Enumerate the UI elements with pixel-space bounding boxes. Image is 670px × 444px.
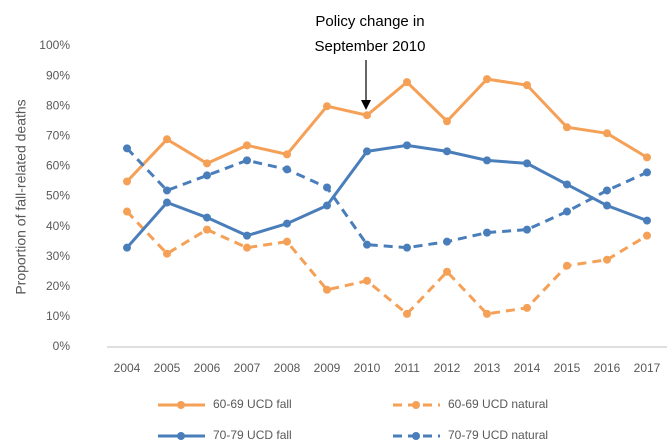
point xyxy=(403,141,411,150)
point xyxy=(603,201,611,210)
point xyxy=(603,129,611,138)
point xyxy=(203,225,211,234)
point xyxy=(163,135,171,144)
point xyxy=(363,111,371,120)
point xyxy=(523,225,531,234)
point xyxy=(523,159,531,168)
point xyxy=(283,165,291,174)
point xyxy=(563,123,571,132)
point xyxy=(243,243,251,252)
legend-marker xyxy=(177,401,185,409)
series-line xyxy=(125,143,648,249)
legend-label: 70-79 UCD fall xyxy=(213,428,292,442)
point xyxy=(483,228,491,237)
point xyxy=(403,243,411,252)
point xyxy=(523,81,531,90)
point xyxy=(403,78,411,87)
point xyxy=(203,171,211,180)
point xyxy=(323,102,331,111)
point xyxy=(323,183,331,192)
x-tick-label: 2015 xyxy=(554,361,581,375)
x-tick-label: 2009 xyxy=(314,361,341,375)
x-tick-label: 2004 xyxy=(114,361,141,375)
point xyxy=(123,243,131,252)
point xyxy=(563,207,571,216)
point xyxy=(483,309,491,318)
y-tick-label: 40% xyxy=(46,219,70,233)
x-tick-label: 2013 xyxy=(474,361,501,375)
point xyxy=(203,213,211,222)
y-axis-label: Proportion of fall-related deaths xyxy=(13,99,29,294)
legend-marker xyxy=(412,401,420,409)
point xyxy=(243,231,251,240)
point xyxy=(323,201,331,210)
point xyxy=(523,303,531,312)
point xyxy=(163,249,171,258)
point xyxy=(363,276,371,285)
point xyxy=(243,141,251,150)
point xyxy=(443,147,451,156)
point xyxy=(123,177,131,186)
x-tick-label: 2016 xyxy=(594,361,621,375)
point xyxy=(283,219,291,228)
x-tick-label: 2014 xyxy=(514,361,541,375)
y-tick-label: 50% xyxy=(46,189,70,203)
point xyxy=(643,153,651,162)
y-tick-label: 30% xyxy=(46,249,70,263)
point xyxy=(603,255,611,264)
point xyxy=(283,150,291,159)
y-tick-label: 90% xyxy=(46,68,70,82)
point xyxy=(163,186,171,195)
x-tick-label: 2012 xyxy=(434,361,461,375)
point xyxy=(323,285,331,294)
point xyxy=(243,156,251,165)
series-line xyxy=(125,77,648,183)
point xyxy=(403,309,411,318)
series-line xyxy=(125,147,648,250)
point xyxy=(283,237,291,246)
point xyxy=(363,240,371,249)
point xyxy=(643,216,651,225)
point xyxy=(643,168,651,177)
point xyxy=(563,180,571,189)
legend-marker xyxy=(177,432,185,440)
point xyxy=(363,147,371,156)
point xyxy=(483,156,491,165)
x-tick-label: 2011 xyxy=(394,361,420,375)
y-tick-label: 60% xyxy=(46,159,70,173)
legend-label: 60-69 UCD natural xyxy=(448,397,548,411)
legend-label: 70-79 UCD natural xyxy=(448,428,548,442)
annotation: September 2010 xyxy=(315,38,426,55)
y-tick-label: 100% xyxy=(39,38,70,52)
point xyxy=(443,267,451,276)
point xyxy=(163,198,171,207)
y-tick-label: 10% xyxy=(46,309,70,323)
annotation: Policy change in xyxy=(315,13,424,30)
series-line xyxy=(125,210,648,316)
point xyxy=(483,75,491,84)
point xyxy=(443,237,451,246)
x-tick-label: 2006 xyxy=(194,361,221,375)
point xyxy=(563,261,571,270)
x-tick-label: 2008 xyxy=(274,361,301,375)
point xyxy=(603,186,611,195)
point xyxy=(123,207,131,216)
y-tick-label: 20% xyxy=(46,279,70,293)
point xyxy=(123,144,131,153)
legend-marker xyxy=(412,432,420,440)
x-tick-label: 2010 xyxy=(354,361,381,375)
annotation-arrowhead xyxy=(361,100,371,110)
x-tick-label: 2007 xyxy=(234,361,261,375)
point xyxy=(643,231,651,240)
legend-label: 60-69 UCD fall xyxy=(213,397,292,411)
x-tick-label: 2017 xyxy=(634,361,661,375)
point xyxy=(443,117,451,126)
x-tick-label: 2005 xyxy=(154,361,181,375)
y-tick-label: 0% xyxy=(53,339,71,353)
y-tick-label: 70% xyxy=(46,128,70,142)
point xyxy=(203,159,211,168)
y-tick-label: 80% xyxy=(46,98,70,112)
